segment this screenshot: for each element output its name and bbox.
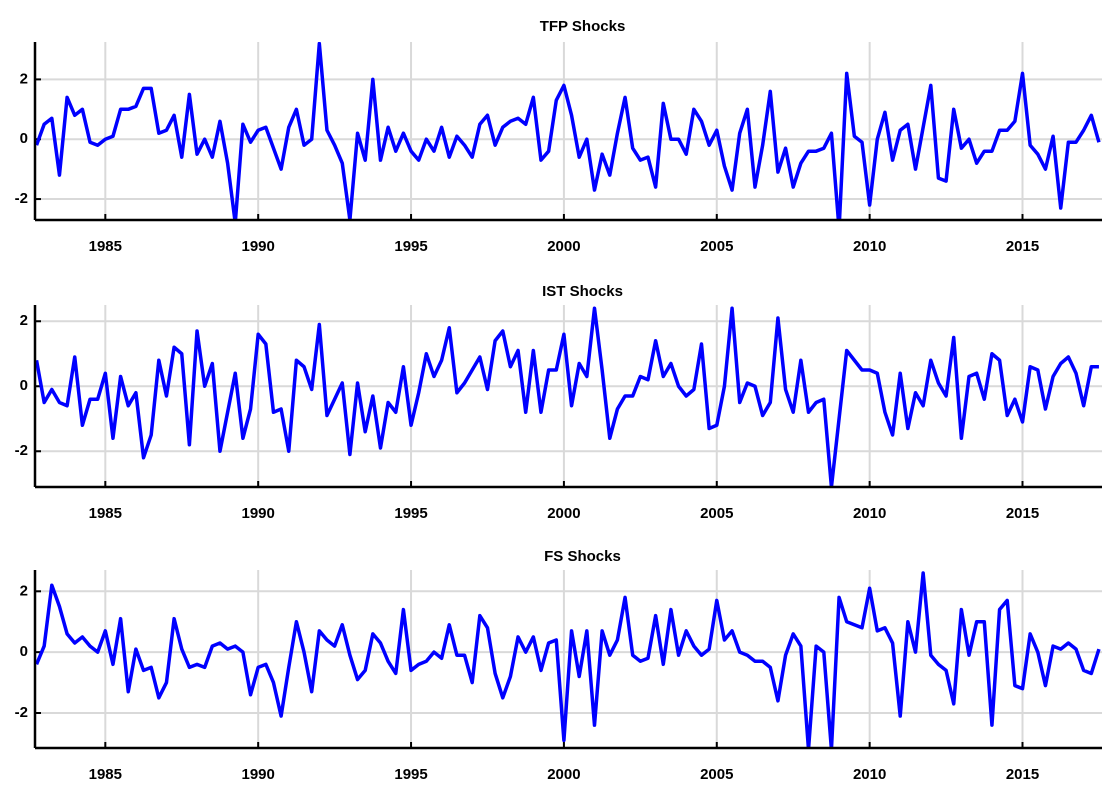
y-tick-label: 0 [20, 643, 28, 660]
x-tick-label: 2010 [853, 766, 886, 783]
panel: 1985 1990 1995 2000 2005 2010 2015 -2 0 2 IST Shoc… [15, 283, 1102, 522]
x-tick-label: 1995 [394, 766, 427, 783]
y-tick-label: -2 [15, 704, 28, 721]
x-tick-label: 1990 [241, 238, 274, 255]
x-tick-label: 2005 [700, 238, 733, 255]
y-tick-label: -2 [15, 190, 28, 207]
y-tick-label: 0 [20, 377, 28, 394]
x-tick-label: 2015 [1006, 238, 1039, 255]
x-tick-label: 2000 [547, 505, 580, 522]
x-tick-label: 1990 [241, 505, 274, 522]
x-tick-label: 1995 [394, 238, 427, 255]
y-tick-label: 2 [20, 312, 28, 329]
x-tick-label: 2010 [853, 505, 886, 522]
panel: 1985 1990 1995 2000 2005 2010 2015 -2 0 2 TFP Shoc… [15, 18, 1102, 255]
x-tick-label: 2005 [700, 766, 733, 783]
x-tick-label: 2000 [547, 766, 580, 783]
x-tick-label: 2015 [1006, 505, 1039, 522]
panel-title: TFP Shocks [540, 18, 626, 35]
x-tick-label: 2000 [547, 238, 580, 255]
x-tick-label: 2015 [1006, 766, 1039, 783]
x-tick-label: 2005 [700, 505, 733, 522]
x-tick-label: 1985 [89, 766, 122, 783]
panel-title: IST Shocks [542, 283, 623, 300]
panel-title: FS Shocks [544, 548, 621, 565]
x-tick-label: 1995 [394, 505, 427, 522]
y-tick-label: 0 [20, 130, 28, 147]
data-line [35, 571, 1101, 748]
y-tick-label: 2 [20, 582, 28, 599]
data-line [35, 42, 1101, 220]
data-line [35, 306, 1099, 487]
panel: 1985 1990 1995 2000 2005 2010 2015 -2 0 2 FS Shock… [15, 548, 1102, 783]
y-tick-label: -2 [15, 442, 28, 459]
x-tick-label: 1990 [241, 766, 274, 783]
x-tick-label: 1985 [89, 238, 122, 255]
x-tick-label: 2010 [853, 238, 886, 255]
y-tick-label: 2 [20, 70, 28, 87]
x-tick-label: 1985 [89, 505, 122, 522]
